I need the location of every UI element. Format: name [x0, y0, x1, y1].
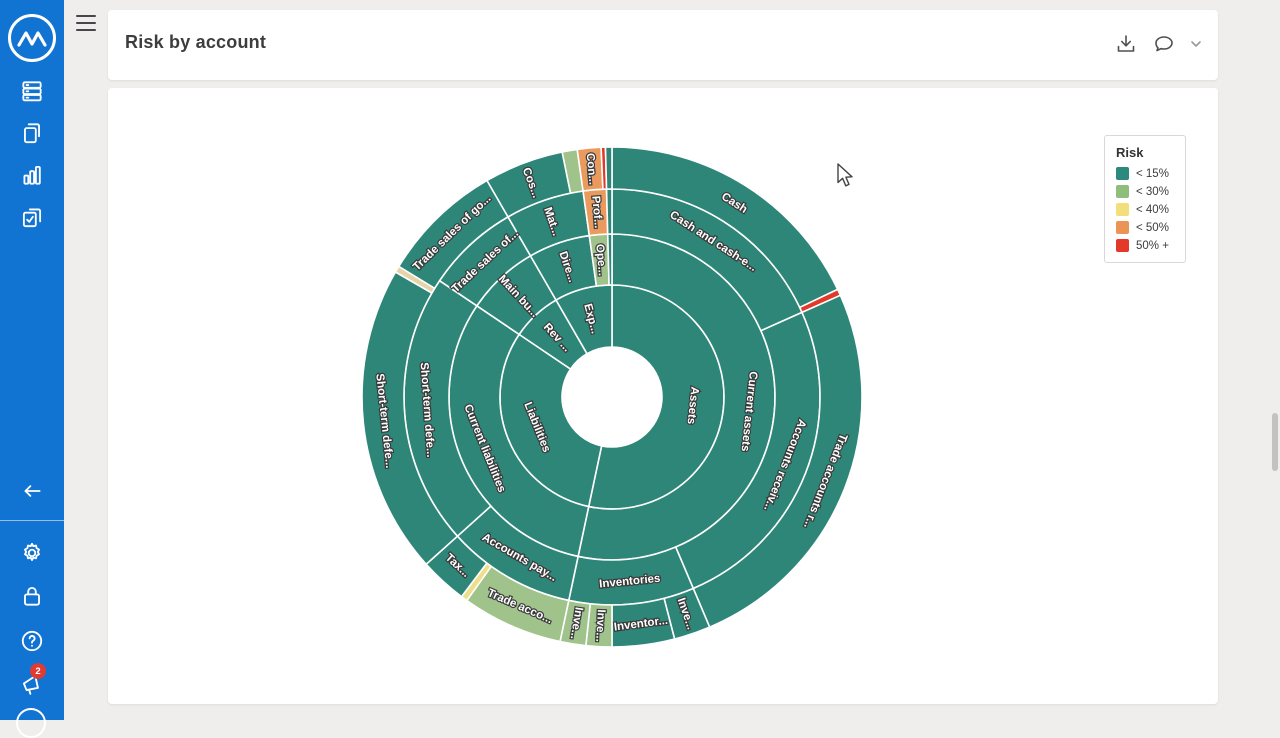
legend-title: Risk: [1116, 145, 1144, 160]
sunburst-label: Prof...: [589, 195, 604, 228]
lock-icon[interactable]: [19, 583, 45, 609]
legend-item: < 30%: [1116, 185, 1175, 198]
risk-legend: Risk < 15% < 30% < 40% < 50% 50% +: [1104, 135, 1186, 263]
sunburst-segment[interactable]: [604, 146, 613, 190]
legend-swatch: [1116, 239, 1129, 252]
legend-swatch: [1116, 185, 1129, 198]
notification-badge: 2: [30, 663, 46, 679]
sunburst-label: Inve...: [593, 609, 607, 642]
chevron-down-icon[interactable]: [1190, 38, 1202, 50]
tasks-icon[interactable]: [19, 204, 45, 230]
legend-swatch: [1116, 221, 1129, 234]
sunburst-label: Ope...: [593, 244, 608, 277]
sunburst-label: Assets: [685, 386, 701, 425]
sidebar: 2: [0, 0, 64, 738]
scrollbar-thumb[interactable]: [1272, 413, 1278, 471]
sunburst-segment[interactable]: [605, 188, 613, 235]
sunburst-segment[interactable]: [606, 233, 613, 286]
help-icon[interactable]: [19, 628, 45, 654]
legend-swatch: [1116, 203, 1129, 216]
page-title: Risk by account: [125, 32, 267, 52]
documents-icon[interactable]: [19, 120, 45, 146]
legend-item: < 50%: [1116, 221, 1175, 234]
sunburst-label: Con...: [584, 153, 599, 186]
settings-gear-icon[interactable]: [19, 540, 45, 566]
legend-item: < 40%: [1116, 203, 1175, 216]
bar-chart-icon[interactable]: [19, 162, 45, 188]
app-logo[interactable]: [7, 13, 57, 63]
avatar[interactable]: [16, 708, 46, 738]
download-icon[interactable]: [1114, 32, 1138, 56]
header-card: Risk by account: [108, 10, 1218, 80]
comment-icon[interactable]: [1152, 32, 1176, 56]
legend-item: 50% +: [1116, 239, 1175, 252]
database-icon[interactable]: [19, 78, 45, 104]
chart-card: Assets Liabilities Rev ... Exp... Current as…: [108, 88, 1218, 704]
legend-item: < 15%: [1116, 167, 1175, 180]
announcements-icon[interactable]: [19, 670, 45, 696]
collapse-sidebar-icon[interactable]: [19, 478, 45, 504]
sidebar-divider: [0, 520, 64, 521]
legend-swatch: [1116, 167, 1129, 180]
hamburger-menu-icon[interactable]: [76, 15, 96, 31]
